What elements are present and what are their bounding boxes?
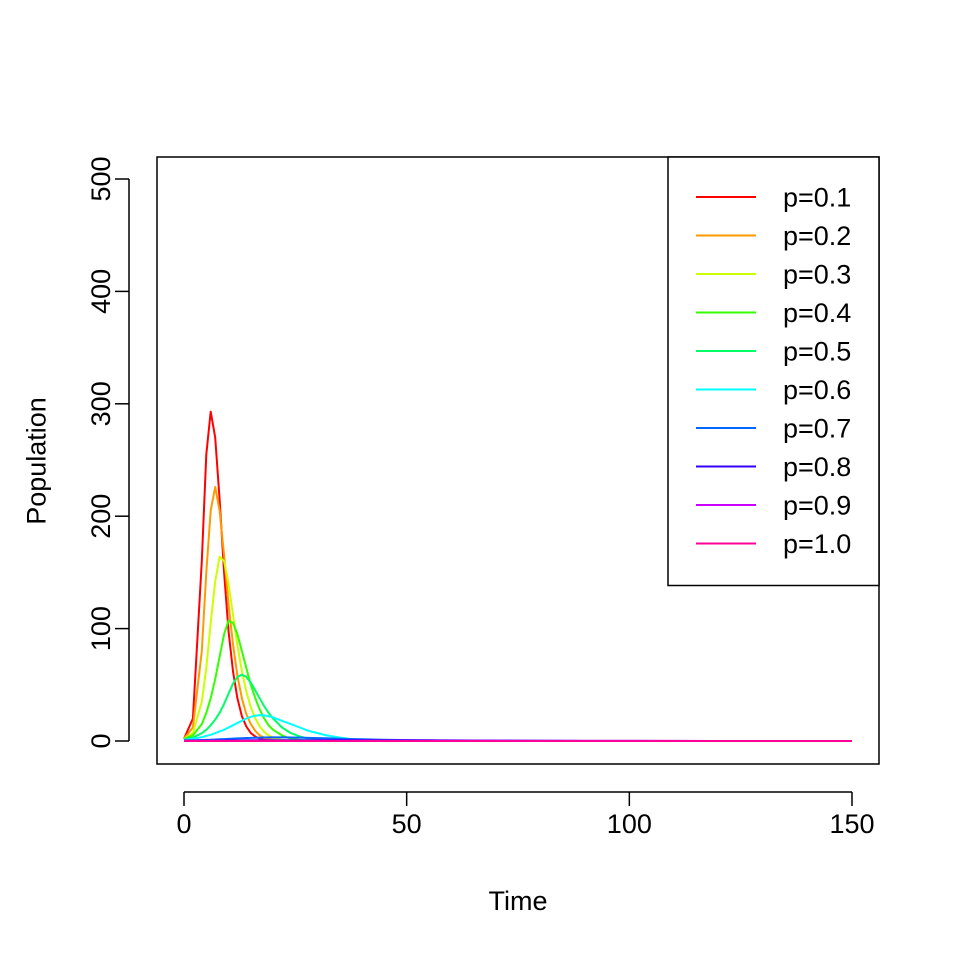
- legend-label-8: p=0.8: [783, 452, 851, 482]
- legend-label-10: p=1.0: [783, 529, 851, 559]
- x-tick-label: 50: [392, 809, 422, 839]
- legend-label-7: p=0.7: [783, 413, 851, 443]
- y-tick-label: 100: [86, 606, 116, 651]
- plot-lines: [183, 410, 852, 742]
- x-axis-title: Time: [489, 886, 548, 916]
- legend-box: [667, 156, 880, 587]
- legend-label-2: p=0.2: [783, 221, 851, 251]
- legend-label-3: p=0.3: [783, 259, 851, 289]
- y-tick-label: 300: [86, 381, 116, 426]
- x-tick-label: 0: [176, 809, 191, 839]
- legend-label-1: p=0.1: [783, 182, 851, 212]
- legend-label-4: p=0.4: [783, 298, 851, 328]
- y-tick-label: 200: [86, 494, 116, 539]
- series-line-5: [183, 673, 852, 742]
- x-tick-label: 150: [829, 809, 874, 839]
- series-line-4: [183, 619, 852, 742]
- legend: p=0.1 p=0.2 p=0.3 p=0.4 p=0.5 p=0.6 p=0.7 p=0.8…: [667, 156, 880, 587]
- x-axis: 0 50 100 150: [176, 791, 875, 839]
- legend-label-9: p=0.9: [783, 490, 851, 520]
- legend-label-6: p=0.6: [783, 375, 851, 405]
- y-tick-label: 400: [86, 269, 116, 314]
- y-axis-title: Population: [21, 397, 51, 525]
- y-axis: 0 100 200 300 400 500: [86, 156, 130, 749]
- x-tick-label: 100: [607, 809, 652, 839]
- legend-label-5: p=0.5: [783, 336, 851, 366]
- y-tick-label: 500: [86, 156, 116, 201]
- y-tick-label: 0: [86, 733, 116, 748]
